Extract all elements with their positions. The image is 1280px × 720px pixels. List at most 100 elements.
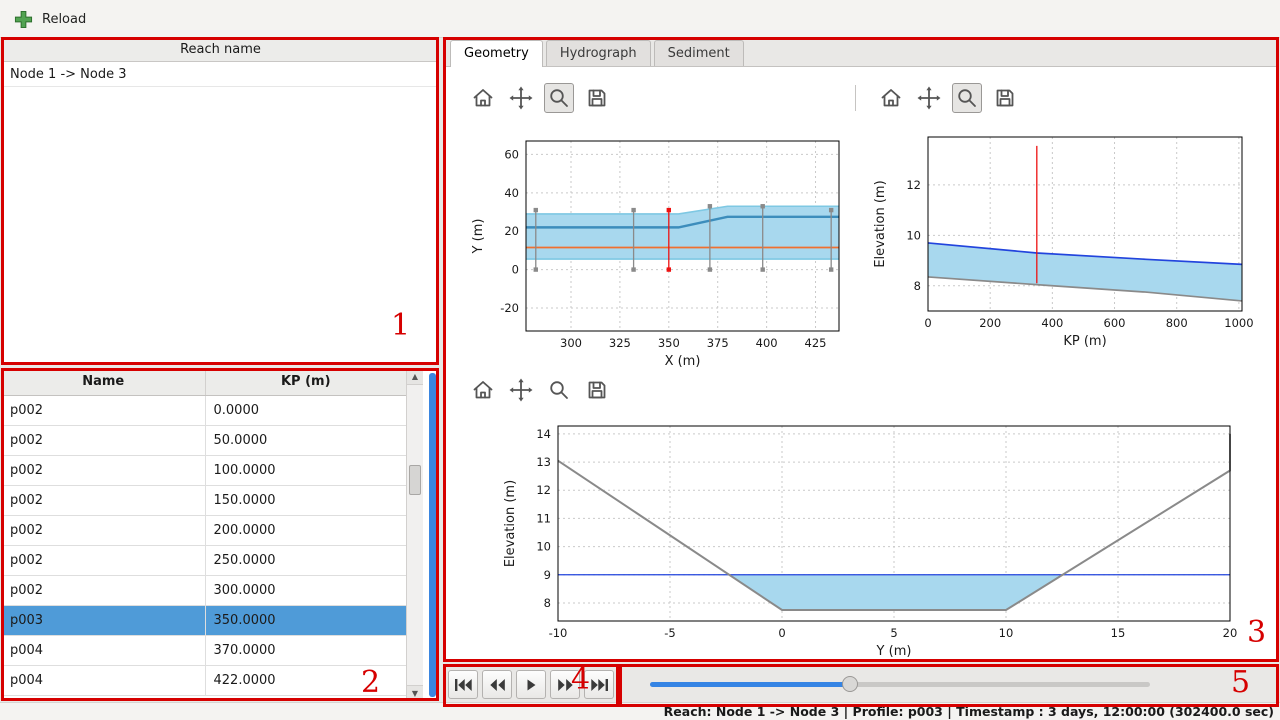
cell-kp[interactable]: 150.0000	[205, 485, 406, 516]
cell-kp[interactable]: 100.0000	[205, 455, 406, 486]
timeline-slider-track[interactable]	[650, 682, 1150, 687]
table-row[interactable]: p002 50.0000	[2, 425, 406, 456]
svg-text:11: 11	[536, 511, 551, 525]
reload-button[interactable]: Reload	[14, 5, 86, 33]
zoom-button[interactable]	[544, 83, 574, 113]
table-row[interactable]: p002 0.0000	[2, 395, 406, 426]
cell-name[interactable]: p004	[2, 635, 206, 666]
save-button[interactable]	[582, 375, 612, 405]
status-text: Reach: Node 1 -> Node 3 | Profile: p003 …	[663, 704, 1274, 719]
tab-geometry[interactable]: Geometry	[450, 40, 543, 67]
longitudinal-profile-chart[interactable]: 0 200 400 600 800 1000 8 10 12 KP (m) Elevation (m…	[862, 119, 1278, 369]
table-row[interactable]: p004 422.0000	[2, 665, 406, 696]
cell-kp[interactable]: 300.0000	[205, 575, 406, 606]
rewind-icon	[489, 678, 505, 691]
svg-text:10: 10	[906, 228, 921, 242]
tab-sediment[interactable]: Sediment	[653, 40, 744, 66]
plan-view-chart[interactable]: 300 325 350 375 400 425 -20 0 20 40 60 X (m) Y (m)	[448, 119, 863, 369]
svg-text:350: 350	[658, 336, 680, 350]
cell-name[interactable]: p002	[2, 425, 206, 456]
pan-button[interactable]	[914, 83, 944, 113]
cell-name[interactable]: p002	[2, 515, 206, 546]
table-row[interactable]: p002 250.0000	[2, 545, 406, 576]
svg-text:Elevation (m): Elevation (m)	[873, 180, 888, 267]
table-scrollbar[interactable]: ▲ ▼	[406, 369, 423, 701]
save-button[interactable]	[990, 83, 1020, 113]
table-row[interactable]: p002 100.0000	[2, 455, 406, 486]
profile-table: Name KP (m) p002 0.0000 p002 50.0000 p002 100…	[2, 369, 406, 696]
svg-text:Y (m): Y (m)	[876, 644, 912, 659]
scroll-up-icon[interactable]: ▲	[407, 369, 423, 385]
svg-text:-20: -20	[500, 301, 519, 315]
timeline-slider-handle[interactable]	[842, 676, 858, 692]
table-row[interactable]: p002 150.0000	[2, 485, 406, 516]
svg-text:425: 425	[805, 336, 827, 350]
cell-name[interactable]: p002	[2, 545, 206, 576]
reach-list-panel: Reach name Node 1 -> Node 3	[2, 39, 439, 365]
save-icon	[996, 89, 1014, 107]
pan-icon	[917, 86, 941, 110]
skip-to-start-button[interactable]	[448, 670, 478, 699]
skip-to-end-button[interactable]	[584, 670, 614, 699]
svg-text:400: 400	[756, 336, 778, 350]
save-icon	[588, 89, 606, 107]
svg-text:1000: 1000	[1224, 316, 1253, 330]
scroll-down-icon[interactable]: ▼	[407, 685, 423, 701]
cell-name[interactable]: p003	[2, 605, 206, 636]
zoom-icon	[550, 89, 568, 107]
svg-text:300: 300	[560, 336, 582, 350]
profile-view-toolbar	[876, 83, 1020, 113]
cell-name[interactable]: p002	[2, 485, 206, 516]
status-bar: Reach: Node 1 -> Node 3 | Profile: p003 …	[0, 702, 1280, 720]
cell-kp[interactable]: 200.0000	[205, 515, 406, 546]
svg-text:200: 200	[979, 316, 1001, 330]
scrollbar-handle[interactable]	[409, 465, 421, 495]
column-header-name[interactable]: Name	[2, 369, 206, 396]
cell-name[interactable]: p002	[2, 575, 206, 606]
home-icon	[473, 381, 493, 399]
cell-kp[interactable]: 350.0000	[205, 605, 406, 636]
cell-kp[interactable]: 250.0000	[205, 545, 406, 576]
home-button[interactable]	[468, 375, 498, 405]
fast-forward-button[interactable]	[550, 670, 580, 699]
home-button[interactable]	[876, 83, 906, 113]
toolbar-divider	[855, 85, 856, 111]
svg-text:12: 12	[536, 483, 551, 497]
svg-text:15: 15	[1111, 626, 1126, 640]
cell-kp[interactable]: 50.0000	[205, 425, 406, 456]
fast-forward-icon	[557, 678, 573, 691]
table-row[interactable]: p002 200.0000	[2, 515, 406, 546]
svg-text:8: 8	[914, 279, 921, 293]
cell-name[interactable]: p002	[2, 455, 206, 486]
home-button[interactable]	[468, 83, 498, 113]
cell-name[interactable]: p004	[2, 665, 206, 696]
svg-text:0: 0	[512, 263, 519, 277]
reload-plus-icon	[14, 10, 33, 28]
cross-section-chart[interactable]: -10 -5 0 5 10 15 20 8 9 10 11 12 13 14 Y (m) Elevation …	[448, 409, 1276, 659]
cell-kp[interactable]: 422.0000	[205, 665, 406, 696]
cell-name[interactable]: p002	[2, 395, 206, 426]
zoom-button[interactable]	[952, 83, 982, 113]
table-row[interactable]: p002 300.0000	[2, 575, 406, 606]
rewind-button[interactable]	[482, 670, 512, 699]
tab-hydrograph[interactable]: Hydrograph	[545, 40, 651, 66]
home-icon	[881, 89, 901, 107]
pan-button[interactable]	[506, 375, 536, 405]
cell-kp[interactable]: 0.0000	[205, 395, 406, 426]
play-button[interactable]	[516, 670, 546, 699]
svg-text:5: 5	[890, 626, 897, 640]
svg-text:20: 20	[1223, 626, 1238, 640]
zoom-button[interactable]	[544, 375, 574, 405]
table-row[interactable]: p004 370.0000	[2, 635, 406, 666]
column-header-kp[interactable]: KP (m)	[205, 369, 406, 396]
table-row[interactable]: p003 350.0000	[2, 605, 406, 636]
save-button[interactable]	[582, 83, 612, 113]
svg-text:375: 375	[707, 336, 729, 350]
scroll-indicator[interactable]	[429, 373, 436, 697]
cell-kp[interactable]: 370.0000	[205, 635, 406, 666]
timeline-slider-fill	[650, 682, 850, 687]
pan-button[interactable]	[506, 83, 536, 113]
svg-text:40: 40	[504, 186, 519, 200]
reach-list-item[interactable]: Node 1 -> Node 3	[2, 62, 439, 87]
playback-controls	[448, 670, 614, 699]
